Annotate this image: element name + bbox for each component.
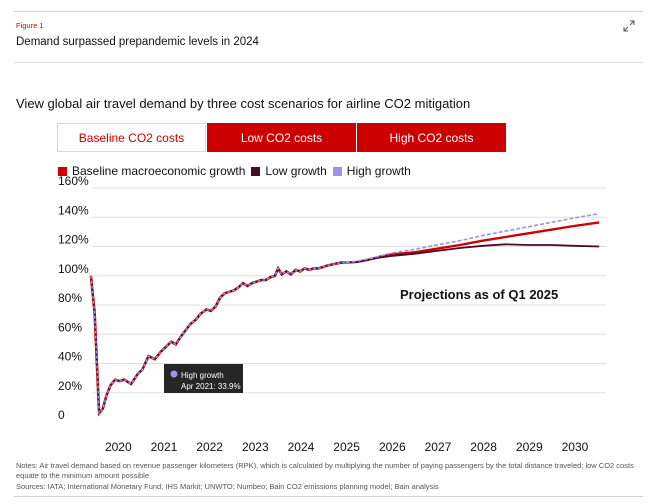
x-tick-label-2030: 2030 [562, 440, 589, 454]
x-axis-ticks: 2020 2021 2022 2023 2024 2025 2026 2027 2028 2029… [105, 440, 589, 454]
header-divider [14, 62, 643, 63]
y-tick-label-0: 0 [58, 408, 65, 422]
y-tick-label-60: 60% [58, 320, 82, 334]
tab-baseline-co2-costs[interactable]: Baseline CO2 costs [57, 123, 206, 152]
series-lines [89, 212, 600, 417]
x-tick-label-2025: 2025 [333, 440, 360, 454]
legend-label-baseline: Baseline macroeconomic growth [72, 164, 246, 178]
legend-item-low[interactable]: Low growth [251, 164, 327, 178]
legend-label-low: Low growth [265, 164, 327, 178]
x-tick-label-2026: 2026 [379, 440, 406, 454]
expand-arrows-icon[interactable] [623, 20, 635, 32]
x-tick-label-2028: 2028 [470, 440, 497, 454]
y-tick-label-160: 160% [58, 175, 89, 188]
chart-notes: Notes: Air travel demand based on revenu… [16, 461, 634, 480]
tooltip-value: Apr 2021: 33.9% [181, 382, 241, 391]
legend-item-high[interactable]: High growth [332, 164, 411, 178]
x-tick-label-2020: 2020 [105, 440, 132, 454]
x-tick-label-2027: 2027 [425, 440, 452, 454]
y-tick-label-40: 40% [58, 350, 82, 364]
chart-title: View global air travel demand by three c… [16, 96, 471, 111]
chart-legend: Baseline macroeconomic growth Low growth… [58, 164, 417, 178]
legend-swatch-baseline [58, 166, 67, 176]
y-tick-label-100: 100% [58, 262, 89, 276]
figure-label: Figure 1 [16, 21, 44, 30]
y-axis-ticks: 0 20% 40% 60% 80% 100% 120% 140% 160% [58, 175, 89, 422]
x-tick-label-2024: 2024 [288, 440, 315, 454]
x-tick-label-2023: 2023 [242, 440, 269, 454]
legend-swatch-high [332, 166, 342, 176]
series-line-high[interactable] [345, 212, 600, 264]
history-line-high [90, 261, 346, 416]
y-tick-label-140: 140% [58, 203, 89, 217]
projection-annotation: Projections as of Q1 2025 [400, 287, 558, 302]
scenario-tabs: Baseline CO2 costs Low CO2 costs High CO… [57, 123, 506, 152]
tooltip-swatch [170, 370, 178, 378]
grid-lines [92, 187, 606, 394]
top-divider [14, 11, 643, 12]
x-tick-label-2029: 2029 [516, 440, 543, 454]
tooltip-box [164, 364, 243, 393]
chart-sources: Sources: IATA; International Monetary Fu… [16, 482, 439, 491]
tab-high-co2-costs[interactable]: High CO2 costs [357, 123, 506, 152]
tooltip-series: High growth [181, 371, 224, 380]
y-tick-label-120: 120% [58, 233, 89, 247]
x-tick-label-2022: 2022 [196, 440, 223, 454]
y-tick-label-80: 80% [58, 291, 82, 305]
x-tick-label-2021: 2021 [151, 440, 178, 454]
legend-item-baseline[interactable]: Baseline macroeconomic growth [58, 164, 245, 178]
legend-label-high: High growth [346, 164, 411, 178]
bottom-divider [14, 496, 643, 497]
tooltip: High growth Apr 2021: 33.9% [164, 364, 243, 393]
y-tick-label-20: 20% [58, 379, 82, 393]
tab-low-co2-costs[interactable]: Low CO2 costs [207, 123, 356, 152]
legend-swatch-low [251, 166, 261, 176]
figure-title: Demand surpassed prepandemic levels in 2… [16, 36, 259, 48]
series-line-low[interactable] [345, 243, 600, 264]
demand-line-chart: 020%40%60%80%100%120%140%160% 2020 2021 20… [58, 175, 606, 454]
